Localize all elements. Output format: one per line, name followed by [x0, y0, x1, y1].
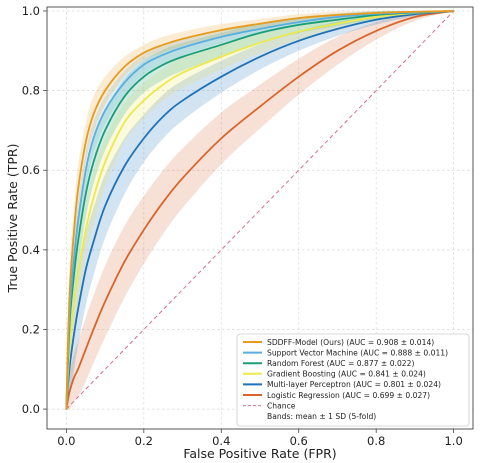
x-tick-label: 0.4: [212, 434, 230, 448]
x-tick-label: 0.0: [57, 434, 75, 448]
line-logistic-regression: [65, 10, 455, 410]
line-random-forest: [65, 10, 455, 410]
x-tick-label: 0.6: [290, 434, 308, 448]
legend-label-sddff-model-ours: SDDFF-Model (Ours) (AUC = 0.908 ± 0.014): [267, 338, 434, 347]
line-support-vector-machine: [65, 10, 455, 410]
plot-frame: [46, 6, 474, 430]
band-multi-layer-perceptron: [66, 10, 454, 410]
x-axis-ticks: 0.0 0.2 0.4 0.6 0.8 1.0: [57, 429, 463, 448]
y-tick-label: 0.2: [22, 322, 40, 336]
series-lines: [65, 10, 455, 410]
legend-note: Bands: mean ± 1 SD (5-fold): [267, 412, 376, 421]
legend-label-chance: Chance: [267, 401, 296, 410]
y-tick-label: 0.8: [22, 84, 40, 98]
chance-line: [66, 10, 454, 410]
y-tick-label: 0.6: [22, 163, 40, 177]
x-tick-label: 0.2: [135, 434, 153, 448]
legend-box: [236, 333, 470, 427]
line-multi-layer-perceptron: [65, 10, 455, 410]
x-axis-label: False Positive Rate (FPR): [183, 446, 336, 461]
line-gradient-boosting: [65, 10, 455, 410]
legend-label-random-forest: Random Forest (AUC = 0.877 ± 0.022): [267, 359, 414, 368]
legend-label-gradient-boosting: Gradient Boosting (AUC = 0.841 ± 0.024): [267, 370, 426, 379]
legend: SDDFF-Model (Ours) (AUC = 0.908 ± 0.014)…: [236, 333, 470, 427]
y-axis-ticks: 0.0 0.2 0.4 0.6 0.8 1.0: [22, 4, 47, 416]
x-tick-label: 1.0: [444, 434, 462, 448]
line-sddff-model-ours: [65, 10, 455, 410]
y-tick-label: 1.0: [22, 4, 40, 18]
y-tick-label: 0.4: [22, 243, 40, 257]
y-axis-label: True Positive Rate (TPR): [5, 144, 20, 294]
sd-bands: [66, 10, 454, 410]
x-tick-label: 0.8: [367, 434, 385, 448]
legend-label-support-vector-machine: Support Vector Machine (AUC = 0.888 ± 0.…: [267, 348, 448, 357]
y-tick-label: 0.0: [22, 402, 40, 416]
legend-label-multi-layer-perceptron: Multi-layer Perceptron (AUC = 0.801 ± 0.…: [267, 380, 441, 389]
legend-label-logistic-regression: Logistic Regression (AUC = 0.699 ± 0.027…: [267, 391, 430, 400]
band-logistic-regression: [66, 10, 454, 410]
